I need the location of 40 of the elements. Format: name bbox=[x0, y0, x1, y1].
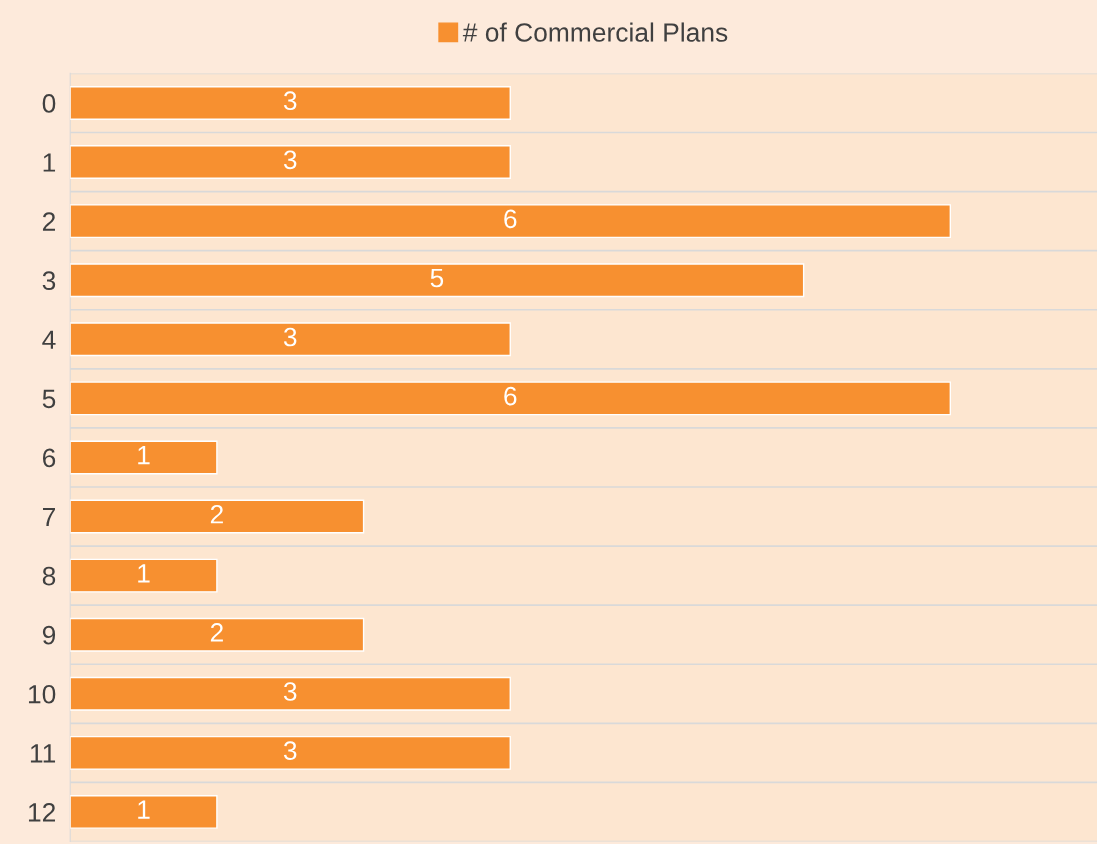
data-label: 5 bbox=[430, 268, 444, 288]
data-label: 6 bbox=[504, 209, 517, 229]
y-tick-label: 0 bbox=[42, 94, 56, 113]
data-label: 2 bbox=[210, 504, 223, 524]
y-tick-label: 4 bbox=[42, 330, 56, 349]
bar bbox=[70, 440, 218, 475]
y-tick-label: 9 bbox=[42, 625, 56, 645]
y-tick-label: 5 bbox=[42, 389, 56, 409]
data-label: 3 bbox=[283, 150, 297, 170]
y-tick-label: 11 bbox=[30, 744, 56, 763]
data-label: 2 bbox=[210, 623, 223, 642]
data-label: 3 bbox=[283, 91, 297, 111]
bar bbox=[70, 145, 511, 179]
y-tick-label: 3 bbox=[42, 271, 56, 291]
data-label: 1 bbox=[138, 446, 150, 465]
data-label: 3 bbox=[283, 327, 297, 347]
bar bbox=[70, 794, 218, 829]
y-tick-label: 6 bbox=[42, 448, 56, 468]
data-label: 3 bbox=[283, 682, 297, 701]
data-label: 1 bbox=[138, 800, 150, 819]
bar bbox=[70, 263, 805, 298]
bar bbox=[70, 499, 365, 534]
bar bbox=[70, 86, 511, 120]
bar bbox=[70, 204, 952, 239]
data-label: 3 bbox=[283, 741, 297, 760]
bar bbox=[70, 617, 365, 652]
bar bbox=[70, 558, 218, 593]
y-tick-label: 2 bbox=[42, 212, 55, 231]
bar bbox=[70, 735, 511, 770]
y-tick-label: 7 bbox=[43, 507, 55, 527]
y-tick-label: 1 bbox=[43, 153, 56, 172]
legend-label: # of Commercial Plans bbox=[462, 22, 728, 42]
bar bbox=[70, 676, 511, 711]
y-tick-label: 10 bbox=[28, 684, 56, 704]
y-tick-label: 8 bbox=[42, 566, 56, 586]
y-tick-label: 12 bbox=[28, 803, 55, 822]
data-label: 1 bbox=[138, 564, 150, 583]
bar bbox=[70, 381, 952, 416]
bar bbox=[70, 322, 511, 357]
data-label: 6 bbox=[504, 386, 517, 406]
